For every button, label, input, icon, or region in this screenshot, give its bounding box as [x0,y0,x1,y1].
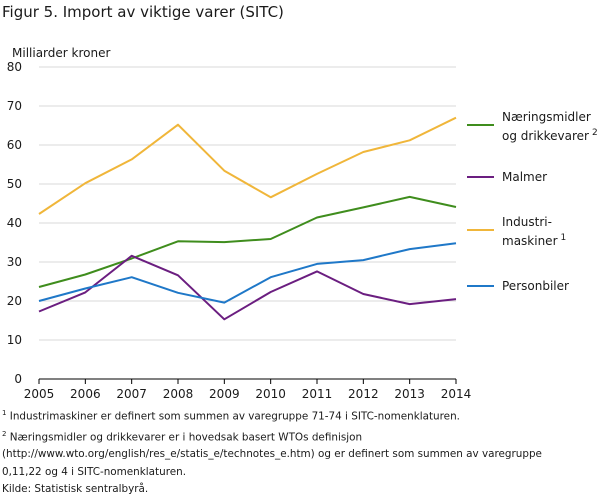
x-tick-label: 2008 [163,387,194,401]
grid [39,66,456,380]
legend-label-3: maskiner 1 [502,233,566,248]
y-axis-label: Milliarder kroner [12,46,110,60]
x-tick-label: 2011 [302,387,333,401]
x-tick-label: 2013 [394,387,425,401]
footnote-line: (http://www.wto.org/english/res_e/statis… [2,448,542,461]
legend-label-1: Næringsmidler [502,110,591,124]
footnotes: 1 Industrimaskiner er definert som summe… [2,405,602,498]
x-tick-label: 2012 [348,387,379,401]
y-tick-label: 40 [7,216,22,230]
x-tick-label: 2006 [70,387,101,401]
series-line-3 [38,116,457,215]
legend-label-2: Malmer [502,170,547,184]
y-axis-ticks: 0 10 20 30 40 50 60 70 80 [7,60,22,386]
footnote-line: Kilde: Statistisk sentralbyrå. [2,482,149,495]
series-lines [38,116,457,321]
chart-title: Figur 5. Import av viktige varer (SITC) [2,3,284,21]
x-tick-label: 2005 [24,387,55,401]
x-axis-ticks: 2005 2006 2007 2008 2009 2010 2011 2012 2013 2014 [24,379,472,401]
y-tick-label: 0 [14,372,22,386]
footnote-line: 2 Næringsmidler og drikkevarer er i hove… [2,429,363,444]
series-line-1 [38,195,457,288]
y-tick-label: 20 [7,294,22,308]
line-chart: Milliarder kroner 0 10 20 30 40 50 60 70 80 2005… [7,46,598,401]
x-tick-label: 2009 [209,387,240,401]
y-tick-label: 60 [7,138,22,152]
y-tick-label: 10 [7,333,22,347]
legend: Næringsmidler og drikkevarer 2 Malmer Indust… [467,110,598,293]
footnote-line: 1 Industrimaskiner er definert som summe… [2,409,460,423]
series-line-4 [38,242,457,304]
y-tick-label: 30 [7,255,22,269]
footnote-line: 0,11,22 og 4 i SITC-nomenklaturen. [2,465,187,478]
legend-label-4: Personbiler [502,279,569,293]
x-tick-label: 2007 [116,387,147,401]
y-tick-label: 50 [7,177,22,191]
legend-label-1: og drikkevarer 2 [502,128,598,143]
x-tick-label: 2010 [255,387,286,401]
series-line-2 [38,254,457,321]
legend-label-3: Industri- [502,215,552,229]
y-tick-label: 70 [7,99,22,113]
y-tick-label: 80 [7,60,22,74]
x-tick-label: 2014 [441,387,472,401]
